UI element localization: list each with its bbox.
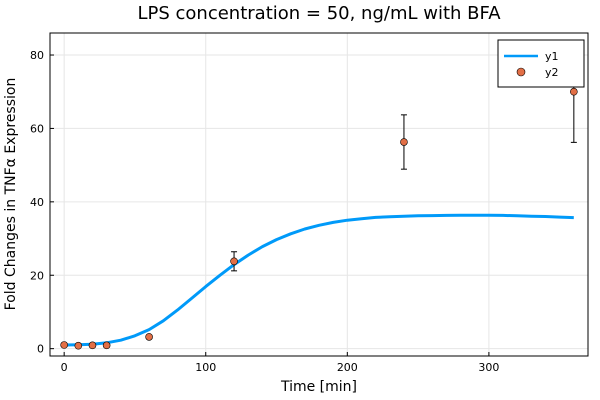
legend-swatch-y2 bbox=[516, 67, 526, 77]
y-tick-label: 80 bbox=[30, 49, 44, 62]
series-layer bbox=[60, 40, 578, 350]
legend-label-y2: y2 bbox=[545, 66, 559, 79]
y-tick-label: 40 bbox=[30, 196, 44, 209]
legend: y1 y2 bbox=[497, 39, 585, 88]
data-point-y2 bbox=[74, 341, 83, 350]
plot-area-frame bbox=[49, 32, 589, 357]
data-point-y2 bbox=[400, 138, 408, 146]
legend-label-y1: y1 bbox=[545, 50, 559, 63]
x-ticks: 0 100 200 300 bbox=[61, 352, 499, 374]
x-tick-label: 0 bbox=[61, 361, 68, 374]
y-tick-label: 60 bbox=[30, 122, 44, 135]
y-axis-label: Fold Changes in TNFα Expression bbox=[3, 78, 19, 311]
x-tick-label: 200 bbox=[337, 361, 358, 374]
x-axis-label: Time [min] bbox=[280, 379, 357, 395]
legend-box bbox=[497, 39, 585, 88]
y-tick-label: 20 bbox=[30, 269, 44, 282]
data-point-y2 bbox=[60, 341, 68, 349]
data-point-y2 bbox=[88, 341, 97, 350]
data-point-y2 bbox=[102, 341, 111, 350]
data-point-y2 bbox=[230, 257, 238, 266]
data-point-y2 bbox=[145, 333, 153, 341]
chart-title: LPS concentration = 50, ng/mL with BFA bbox=[137, 3, 501, 24]
x-tick-label: 100 bbox=[195, 361, 216, 374]
series-line-y1 bbox=[64, 213, 574, 347]
x-tick-label: 300 bbox=[478, 361, 499, 374]
y-ticks: 0 20 40 60 80 bbox=[30, 49, 54, 356]
y-tick-label: 0 bbox=[37, 343, 44, 356]
data-point-y2 bbox=[570, 87, 578, 96]
